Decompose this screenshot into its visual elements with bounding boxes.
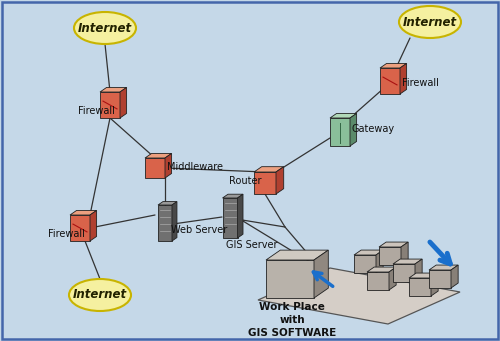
Polygon shape [276,167,283,194]
Text: Middleware: Middleware [167,162,223,172]
Polygon shape [254,172,276,194]
Polygon shape [258,268,460,324]
Polygon shape [172,202,177,241]
Polygon shape [145,153,172,158]
Polygon shape [380,68,400,94]
Polygon shape [158,202,177,205]
Polygon shape [376,250,383,273]
Polygon shape [354,255,376,273]
Polygon shape [379,247,401,265]
Polygon shape [70,215,90,241]
Polygon shape [254,167,284,172]
Text: Firewall: Firewall [48,229,85,239]
Polygon shape [354,250,383,255]
Text: Firewall: Firewall [78,106,115,116]
Polygon shape [393,264,415,282]
Ellipse shape [69,279,131,311]
Polygon shape [266,260,314,298]
Polygon shape [379,242,408,247]
Text: Gateway: Gateway [352,124,395,134]
Polygon shape [158,205,172,241]
Polygon shape [350,114,356,146]
Text: Work Place
with
GIS SOFTWARE: Work Place with GIS SOFTWARE [248,302,336,338]
Ellipse shape [399,6,461,38]
Text: Internet: Internet [403,15,457,29]
Polygon shape [400,63,406,94]
Text: Firewall: Firewall [402,78,439,88]
Polygon shape [314,250,328,298]
Polygon shape [380,63,406,68]
Text: Internet: Internet [78,21,132,34]
Polygon shape [330,114,356,118]
Text: Web Server: Web Server [171,225,227,235]
Polygon shape [222,194,243,198]
Polygon shape [415,259,422,282]
Polygon shape [165,153,172,178]
Polygon shape [238,194,243,238]
Polygon shape [409,278,431,296]
Polygon shape [330,118,350,146]
Polygon shape [429,270,451,288]
Text: Internet: Internet [73,288,127,301]
Text: Router: Router [229,176,262,186]
Polygon shape [222,198,238,238]
Polygon shape [100,87,126,92]
Polygon shape [90,210,96,241]
Polygon shape [429,265,458,270]
Polygon shape [367,272,389,290]
Polygon shape [393,259,422,264]
Text: GIS Server: GIS Server [226,240,278,250]
Polygon shape [389,267,396,290]
Polygon shape [409,273,438,278]
Polygon shape [451,265,458,288]
Polygon shape [145,158,165,178]
Polygon shape [70,210,96,215]
Polygon shape [266,250,328,260]
Polygon shape [431,273,438,296]
Polygon shape [120,87,126,118]
Polygon shape [401,242,408,265]
Polygon shape [100,92,120,118]
Ellipse shape [74,12,136,44]
Polygon shape [367,267,396,272]
